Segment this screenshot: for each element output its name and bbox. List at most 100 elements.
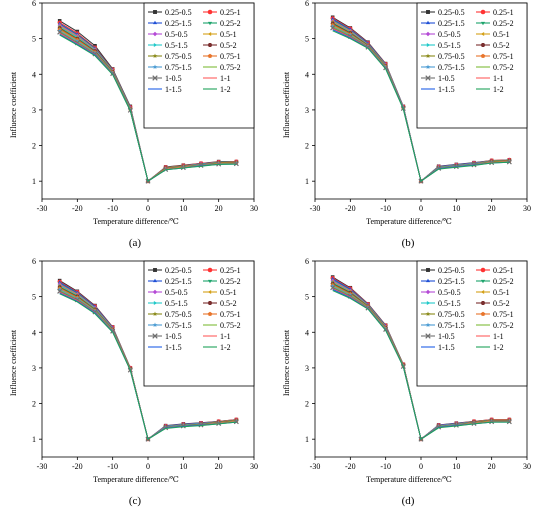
legend-item: 1-0.5 <box>421 332 455 341</box>
y-tick-label: 2 <box>305 142 309 151</box>
legend-swatch-marker <box>153 43 158 47</box>
legend-label: 0.5-2 <box>220 41 237 50</box>
x-tick-label: -20 <box>345 462 356 471</box>
y-tick-label: 4 <box>305 328 309 337</box>
y-tick-label: 4 <box>32 70 36 79</box>
legend-item: 1-1.5 <box>421 85 455 94</box>
data-point <box>92 50 98 55</box>
legend-item: 0.5-1 <box>476 30 510 39</box>
x-tick-label: -30 <box>310 204 321 213</box>
x-tick-label: -20 <box>72 204 83 213</box>
legend-label: 0.75-1 <box>493 52 514 61</box>
y-tick-label: 3 <box>305 364 309 373</box>
panel-b: -30 -20 -10 0 10 20 30 1 2 3 4 5 6 Temperature differ… <box>282 0 531 249</box>
y-tick-label: 5 <box>305 35 309 44</box>
legend-label: 0.75-1 <box>493 310 514 319</box>
legend-item: 0.5-2 <box>203 41 237 50</box>
legend-label: 0.25-2 <box>220 277 241 286</box>
y-tick-label: 2 <box>32 400 36 409</box>
legend-item: 0.5-1.5 <box>421 299 461 308</box>
legend-swatch-marker <box>152 322 158 328</box>
legend-item: 0.5-2 <box>203 299 237 308</box>
data-point <box>92 308 98 313</box>
legend-label: 0.25-0.5 <box>165 266 192 275</box>
legend-item: 1-0.5 <box>148 74 182 83</box>
legend-label: 0.5-1.5 <box>438 299 461 308</box>
legend-label: 1-0.5 <box>165 332 182 341</box>
legend-swatch-marker <box>425 64 431 70</box>
legend-item: 0.25-2 <box>476 277 514 286</box>
y-tick-label: 1 <box>305 177 309 186</box>
data-point <box>330 23 335 29</box>
y-tick-label: 6 <box>305 0 309 8</box>
legend-label: 0.25-1 <box>493 266 514 275</box>
legend-swatch-marker <box>207 43 213 47</box>
legend-item: 0.25-0.5 <box>421 8 465 17</box>
legend-item: 1-1.5 <box>148 343 182 352</box>
legend-item: 0.5-1.5 <box>421 41 461 50</box>
legend-swatch-marker <box>207 267 213 273</box>
legend-item: 0.25-0.5 <box>148 266 192 275</box>
legend-item: 0.5-1.5 <box>148 299 188 308</box>
legend-label: 0.5-2 <box>220 299 237 308</box>
x-tick-label: -20 <box>345 204 356 213</box>
legend-label: 0.5-1 <box>220 288 237 297</box>
legend-item: 0.25-1.5 <box>421 277 465 286</box>
x-tick-label: 20 <box>215 204 223 213</box>
data-point <box>75 296 80 301</box>
legend-item: 0.75-1.5 <box>421 63 465 72</box>
panel-label: (b) <box>402 237 415 249</box>
x-axis-title: Temperature difference/℃ <box>366 217 452 226</box>
legend-item: 0.5-0.5 <box>148 288 188 297</box>
y-tick-label: 5 <box>32 35 36 44</box>
x-tick-label: 10 <box>179 462 187 471</box>
data-point <box>348 292 353 297</box>
x-tick-label: 10 <box>179 204 187 213</box>
legend-item: 0.25-1 <box>203 8 241 17</box>
x-tick-label: -30 <box>310 462 321 471</box>
legend-swatch-marker <box>480 290 485 294</box>
series-line <box>59 34 237 182</box>
legend-label: 0.75-1.5 <box>165 321 192 330</box>
legend-label: 0.25-1.5 <box>438 19 465 28</box>
legend-swatch-marker <box>153 10 157 14</box>
plot-area <box>330 275 512 442</box>
legend-label: 0.75-0.5 <box>438 52 465 61</box>
y-tick-label: 3 <box>32 364 36 373</box>
data-point <box>506 419 512 425</box>
legend-item: 0.25-0.5 <box>148 8 192 17</box>
legend-item: 1-2 <box>203 343 231 352</box>
legend-item: 0.75-1 <box>203 310 241 319</box>
x-tick-label: 0 <box>419 204 423 213</box>
legend-item: 0.75-1 <box>476 52 514 61</box>
legend-label: 0.25-1 <box>220 266 241 275</box>
y-axis-title: Influence coefficient <box>282 329 291 396</box>
legend: 0.25-0.5 0.25-1 0.25-1.5 0.25-2 0.5-0.5 0.5-1… <box>143 260 255 387</box>
legend-item: 1-1 <box>476 74 504 83</box>
legend-label: 1-0.5 <box>438 74 455 83</box>
legend-label: 1-1.5 <box>165 85 182 94</box>
legend-swatch-marker <box>425 311 431 317</box>
series-line <box>332 30 510 183</box>
legend-swatch-marker <box>152 333 158 339</box>
legend-label: 0.25-2 <box>493 19 514 28</box>
legend-label: 0.25-1.5 <box>165 277 192 286</box>
legend-swatch-marker <box>481 21 485 26</box>
legend-label: 0.75-2 <box>220 321 241 330</box>
y-tick-label: 1 <box>305 435 309 444</box>
x-tick-label: 20 <box>488 204 496 213</box>
legend-item: 1-2 <box>476 85 504 94</box>
legend-item: 1-1.5 <box>148 85 182 94</box>
x-tick-label: -30 <box>37 462 48 471</box>
legend-label: 0.25-2 <box>220 19 241 28</box>
legend-swatch-marker <box>152 311 158 317</box>
legend-item: 1-1 <box>476 332 504 341</box>
legend-label: 0.75-1.5 <box>438 321 465 330</box>
legend-swatch-marker <box>152 64 158 70</box>
y-tick-label: 4 <box>305 70 309 79</box>
legend-swatch-marker <box>152 289 158 295</box>
data-point <box>75 38 80 43</box>
legend-swatch-marker <box>425 289 431 295</box>
legend-swatch-marker <box>426 268 430 272</box>
